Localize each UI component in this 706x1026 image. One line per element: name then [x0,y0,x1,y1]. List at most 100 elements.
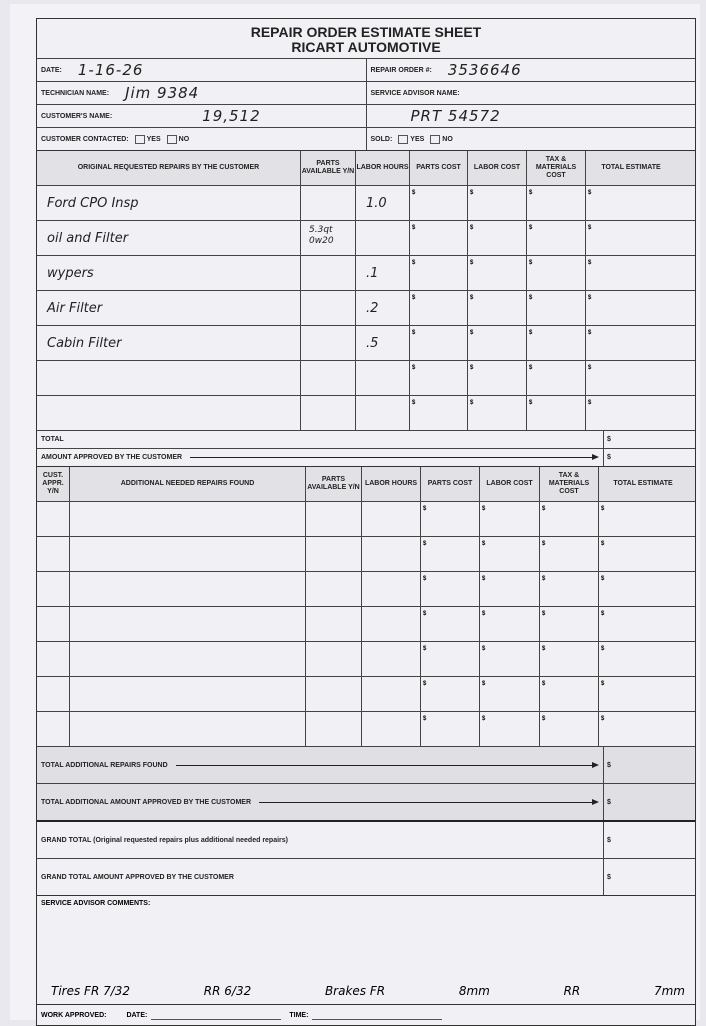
table-cell[interactable]: $ [409,361,467,395]
table-cell[interactable]: $ [479,607,539,641]
table-cell[interactable]: $ [479,537,539,571]
table-cell[interactable]: $ [526,326,585,360]
table-cell[interactable]: $ [585,326,676,360]
table-cell[interactable]: $ [409,291,467,325]
table-cell[interactable]: $ [539,572,598,606]
table-cell[interactable]: wypers [37,256,300,290]
table-cell[interactable]: $ [539,502,598,536]
table-cell[interactable]: $ [467,221,526,255]
table-cell[interactable]: $ [598,537,687,571]
table-cell[interactable] [37,642,69,676]
table-cell[interactable]: $ [526,361,585,395]
table-cell[interactable]: $ [479,502,539,536]
table-cell[interactable]: $ [420,537,479,571]
table-cell[interactable] [305,502,361,536]
table-cell[interactable] [305,677,361,711]
table-cell[interactable] [361,572,420,606]
table-cell[interactable] [355,361,409,395]
table-cell[interactable]: $ [539,677,598,711]
table-cell[interactable]: 1.0 [355,186,409,220]
amount-approved-value[interactable]: $ [603,449,695,466]
sold-yes-checkbox[interactable] [398,134,409,144]
table-cell[interactable]: oil and Filter [37,221,300,255]
total-found-value[interactable]: $ [603,747,695,783]
table-cell[interactable]: $ [409,326,467,360]
table-cell[interactable] [300,361,355,395]
table-cell[interactable]: $ [420,502,479,536]
table-cell[interactable] [361,537,420,571]
table-cell[interactable]: $ [598,502,687,536]
customer-field[interactable]: 19,512 [202,107,261,125]
table-cell[interactable]: $ [539,537,598,571]
table-cell[interactable]: .2 [355,291,409,325]
table-cell[interactable]: Cabin Filter [37,326,300,360]
table-cell[interactable] [355,396,409,430]
table-cell[interactable] [361,677,420,711]
table-cell[interactable] [69,712,305,746]
table-cell[interactable] [361,642,420,676]
table-cell[interactable] [37,502,69,536]
table-cell[interactable]: $ [409,396,467,430]
table-cell[interactable]: $ [526,186,585,220]
table-cell[interactable]: $ [539,712,598,746]
table-cell[interactable]: $ [467,326,526,360]
table-cell[interactable]: $ [479,642,539,676]
table-cell[interactable]: $ [420,677,479,711]
sold-no-checkbox[interactable] [430,134,441,144]
table-cell[interactable] [300,326,355,360]
table-cell[interactable]: $ [585,291,676,325]
table-cell[interactable]: $ [526,396,585,430]
table-cell[interactable]: $ [598,572,687,606]
table-cell[interactable]: $ [420,642,479,676]
table-cell[interactable]: $ [409,221,467,255]
table-cell[interactable] [305,572,361,606]
technician-field[interactable]: Jim 9384 [125,84,200,102]
table-cell[interactable]: $ [467,256,526,290]
table-cell[interactable]: $ [598,642,687,676]
table-cell[interactable] [69,642,305,676]
table-cell[interactable] [37,712,69,746]
table-cell[interactable]: $ [539,642,598,676]
table-cell[interactable] [37,396,300,430]
table-cell[interactable]: $ [526,291,585,325]
table-cell[interactable]: $ [526,221,585,255]
table-cell[interactable] [305,607,361,641]
table-cell[interactable]: Ford CPO Insp [37,186,300,220]
table-cell[interactable] [37,361,300,395]
total-approved-value[interactable]: $ [603,784,695,820]
table-cell[interactable] [69,607,305,641]
table-cell[interactable] [37,537,69,571]
table-cell[interactable]: $ [467,186,526,220]
table-cell[interactable]: $ [409,256,467,290]
table-cell[interactable] [300,291,355,325]
table-cell[interactable] [300,186,355,220]
table-cell[interactable] [69,502,305,536]
grand-approved-value[interactable]: $ [603,859,695,895]
table-cell[interactable]: $ [585,396,676,430]
table-cell[interactable]: $ [585,361,676,395]
table-cell[interactable]: 5.3qt 0w20 [300,221,355,255]
table-cell[interactable]: $ [479,677,539,711]
table-cell[interactable] [361,502,420,536]
table-cell[interactable]: $ [598,677,687,711]
table-cell[interactable] [305,712,361,746]
table-cell[interactable]: $ [479,572,539,606]
contacted-no-checkbox[interactable] [166,134,177,144]
grand-total-value[interactable]: $ [603,822,695,858]
table-cell[interactable]: $ [420,572,479,606]
table-cell[interactable]: $ [539,607,598,641]
date-field[interactable]: 1-16-26 [77,61,144,79]
table-cell[interactable]: $ [585,186,676,220]
table-cell[interactable] [69,537,305,571]
table-cell[interactable]: .5 [355,326,409,360]
table-cell[interactable]: $ [420,712,479,746]
table-cell[interactable] [305,642,361,676]
table-cell[interactable] [300,396,355,430]
approval-date-field[interactable] [151,1011,282,1020]
contacted-yes-checkbox[interactable] [134,134,145,144]
table-cell[interactable] [37,677,69,711]
table-cell[interactable]: $ [598,712,687,746]
table-cell[interactable]: $ [585,221,676,255]
table-cell[interactable]: $ [526,256,585,290]
table-cell[interactable] [305,537,361,571]
